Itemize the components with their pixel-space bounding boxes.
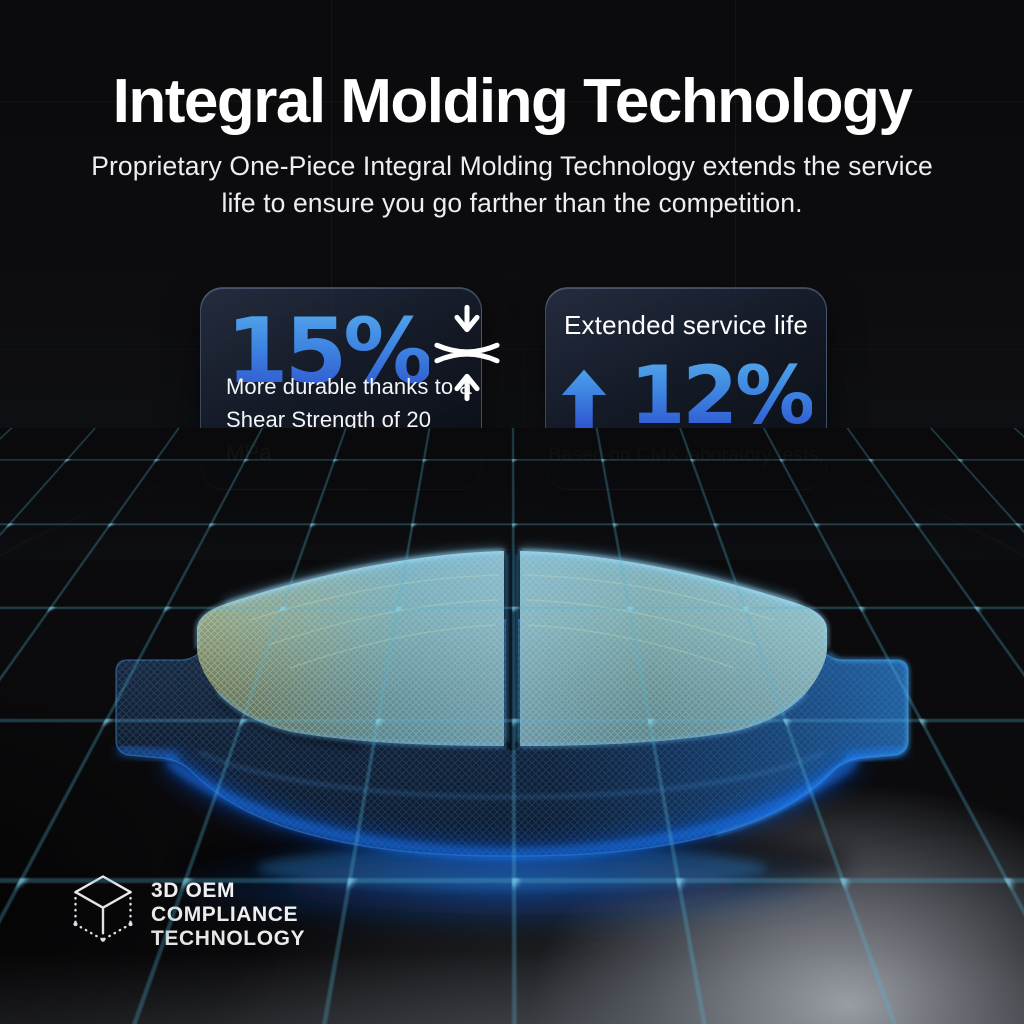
service-life-value: 12%: [629, 349, 815, 442]
logo-line-1: 3D OEM: [151, 879, 236, 902]
arrow-up-icon: [561, 369, 607, 429]
durability-value: 15%: [226, 299, 433, 404]
brand-logo: 3D OEM COMPLIANCE TECHNOLOGY: [70, 872, 305, 958]
subtitle-line-2: life to ensure you go farther than the c…: [221, 188, 803, 218]
logo-text: 3D OEM COMPLIANCE TECHNOLOGY: [151, 879, 305, 951]
page-title: Integral Molding Technology: [112, 67, 913, 136]
wall-seam: [331, 0, 332, 470]
compression-icon: [434, 304, 500, 402]
center-slot: [505, 551, 519, 846]
friction-pad-right: [519, 547, 829, 747]
pad-reflection: [157, 826, 867, 930]
logo-line-3: TECHNOLOGY: [151, 927, 306, 950]
durability-card: 15% More durable thanks to a Shear Stren…: [200, 287, 500, 490]
subtitle-line-1: Proprietary One-Piece Integral Molding T…: [91, 151, 933, 181]
service-life-stat-row: 12%: [546, 350, 826, 442]
durability-line-1: More durable thanks to a: [226, 374, 472, 399]
friction-pad-left: [195, 547, 505, 747]
service-life-heading: Extended service life: [563, 310, 809, 340]
wall-seam: [735, 0, 736, 470]
page-subtitle: Proprietary One-Piece Integral Molding T…: [0, 148, 1024, 222]
durability-stat-row: 15%: [226, 299, 500, 404]
logo-line-2: COMPLIANCE: [151, 903, 299, 926]
wireframe-cube-icon: [73, 875, 133, 942]
